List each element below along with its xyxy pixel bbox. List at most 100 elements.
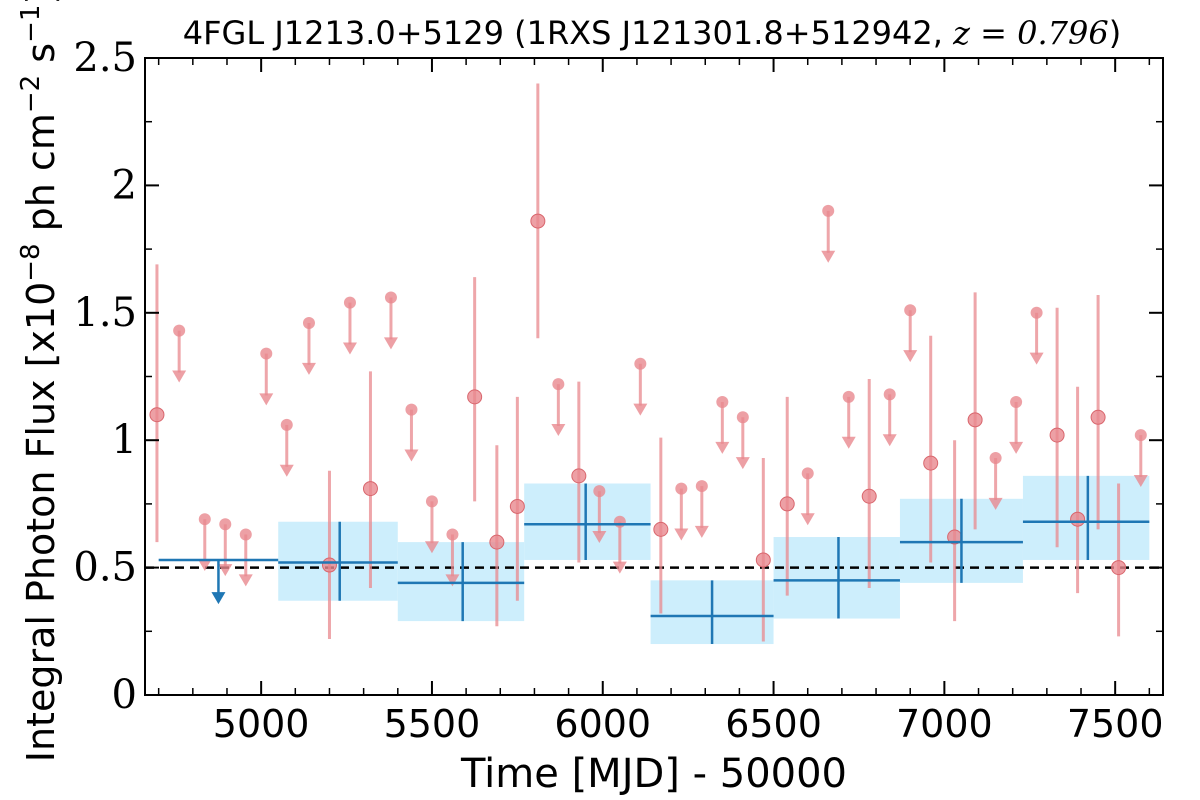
fine-upper-limit-point-18	[716, 395, 729, 408]
fine-data-point-18	[1111, 560, 1127, 576]
x-tick-label-1: 5500	[384, 702, 481, 746]
fine-upper-limit-arrow-7	[342, 342, 357, 355]
fine-upper-limit-arrow-26	[1009, 441, 1024, 454]
fine-upper-limit-arrow-10	[424, 541, 439, 554]
x-axis-label: Time [MJD] - 50000	[460, 751, 847, 797]
coarse-error-band-4	[773, 537, 900, 619]
fine-upper-limit-point-17	[695, 480, 708, 493]
fine-upper-limit-arrow-3	[238, 574, 253, 587]
fine-upper-limit-point-20	[801, 467, 814, 480]
fine-upper-limit-point-26	[1010, 395, 1023, 408]
fine-data-point-3	[467, 389, 483, 405]
fine-upper-limit-arrow-1	[197, 559, 212, 572]
fine-data-point-10	[779, 496, 795, 512]
fine-upper-limit-arrow-0	[172, 370, 187, 383]
fine-upper-limit-point-8	[384, 291, 397, 304]
fine-upper-limit-point-24	[904, 304, 917, 317]
fine-upper-limit-arrow-5	[279, 464, 294, 477]
fine-data-point-5	[509, 498, 525, 514]
fine-data-point-4	[489, 534, 505, 550]
fine-upper-limit-arrow-11	[445, 574, 460, 587]
fine-upper-limit-arrow-13	[592, 531, 607, 544]
y-label-main: Integral Photon Flux [x10	[19, 282, 63, 763]
fine-upper-limit-arrow-23	[882, 434, 897, 447]
x-tick-label-2: 6000	[554, 702, 651, 746]
fine-upper-limit-point-16	[675, 482, 688, 495]
fine-upper-limit-arrow-2	[218, 564, 233, 577]
chart-title-close: )	[1109, 14, 1121, 52]
fine-upper-limit-point-2	[219, 518, 232, 531]
chart-title: 4FGL J1213.0+5129 (1RXS J121301.8+512942…	[183, 14, 1121, 52]
y-label-exp-2: −2	[16, 75, 46, 113]
fine-upper-limit-point-9	[405, 403, 418, 416]
y-tick-label-4: 2	[112, 162, 137, 208]
y-tick-label-5: 2.5	[73, 35, 137, 81]
fine-data-point-9	[755, 552, 771, 568]
y-label-exp-3: −1	[16, 5, 46, 43]
y-tick-label-3: 1.5	[73, 290, 137, 336]
fine-upper-limit-point-4	[260, 347, 273, 360]
chart-title-redshift: z = 0.796	[952, 14, 1109, 52]
coarse-error-band-1	[397, 542, 525, 622]
fine-upper-limit-arrow-24	[903, 350, 918, 363]
fine-upper-limit-arrow-17	[694, 525, 709, 538]
fine-upper-limit-point-0	[173, 324, 186, 337]
fine-upper-limit-arrow-19	[735, 457, 750, 470]
y-label-exp-1: −8	[16, 243, 46, 281]
fine-data-point-14	[967, 412, 983, 428]
fine-upper-limit-point-25	[989, 452, 1002, 465]
fine-upper-limit-arrow-14	[612, 561, 627, 574]
fine-upper-limit-point-13	[593, 485, 606, 498]
fine-upper-limit-point-6	[302, 316, 315, 329]
fine-upper-limit-point-12	[552, 378, 565, 391]
x-tick-label-5: 7500	[1067, 702, 1164, 746]
axes: 5000 5500 6000 6500 7000 7500 0 0.5 1 1.5 2 2.5	[73, 35, 1163, 746]
fine-upper-limit-arrow-21	[821, 250, 836, 263]
fine-data-point-7	[571, 468, 587, 484]
x-tick-label-4: 7000	[896, 702, 993, 746]
fine-upper-limit-point-14	[613, 515, 626, 528]
fine-upper-limit-arrow-18	[715, 441, 730, 454]
fine-upper-limit-point-3	[239, 528, 252, 541]
fine-upper-limit-point-7	[343, 296, 356, 309]
fine-data-point-11	[861, 488, 877, 504]
y-tick-label-2: 1	[112, 417, 137, 463]
fine-upper-limit-point-19	[736, 411, 749, 424]
fine-upper-limit-arrow-9	[404, 449, 419, 462]
fine-data-point-1	[321, 557, 337, 573]
fine-upper-limit-arrow-27	[1029, 352, 1044, 365]
fine-upper-limit-arrow-16	[674, 528, 689, 541]
x-tick-label-3: 6500	[725, 702, 822, 746]
fine-upper-limit-point-1	[198, 513, 211, 526]
coarse-error-band-6	[1022, 475, 1150, 560]
fine-upper-limit-arrow-25	[988, 497, 1003, 510]
fine-data-point-17	[1090, 409, 1106, 425]
coarse-error-band-2	[524, 483, 651, 560]
fine-upper-limit-arrow-28	[1133, 474, 1148, 487]
fine-upper-limit-point-23	[883, 388, 896, 401]
fine-data-point-6	[530, 213, 546, 229]
fine-data-point-2	[362, 481, 378, 497]
fine-upper-limit-point-11	[446, 528, 459, 541]
fine-upper-limit-point-15	[634, 357, 647, 370]
y-label-units: ph cm	[19, 113, 63, 243]
coarse-error-band-0	[278, 521, 398, 601]
fine-upper-limit-point-10	[425, 495, 438, 508]
fine-upper-limit-arrow-15	[633, 403, 648, 416]
y-tick-label-0: 0	[112, 672, 137, 718]
y-axis-label: Integral Photon Flux [x10−8 ph cm−2 s−1]	[16, 0, 63, 762]
coarse-upper-limit-arrow-0	[211, 592, 226, 605]
fine-data-point-16	[1070, 511, 1086, 527]
fine-upper-limit-arrow-22	[841, 436, 856, 449]
fine-upper-limit-point-5	[280, 418, 293, 431]
plot-area	[145, 83, 1163, 645]
fine-upper-limit-arrow-20	[800, 513, 815, 526]
fine-upper-limit-arrow-12	[551, 424, 566, 437]
fine-upper-limit-point-28	[1134, 429, 1147, 442]
y-label-close: ]	[19, 0, 63, 5]
x-tick-label-0: 5000	[213, 702, 310, 746]
fine-data-point-15	[1049, 427, 1065, 443]
fine-upper-limit-point-21	[822, 204, 835, 217]
fine-data-point-12	[923, 455, 939, 471]
